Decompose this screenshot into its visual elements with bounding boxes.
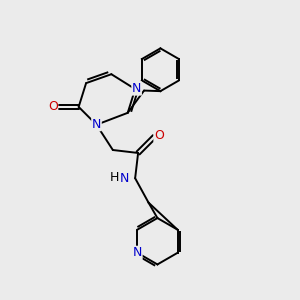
Text: N: N (132, 82, 141, 95)
Text: H: H (110, 171, 119, 184)
Text: N: N (92, 118, 101, 130)
Text: O: O (154, 129, 164, 142)
Text: O: O (48, 100, 58, 113)
Text: N: N (133, 246, 142, 259)
Text: N: N (120, 172, 129, 185)
